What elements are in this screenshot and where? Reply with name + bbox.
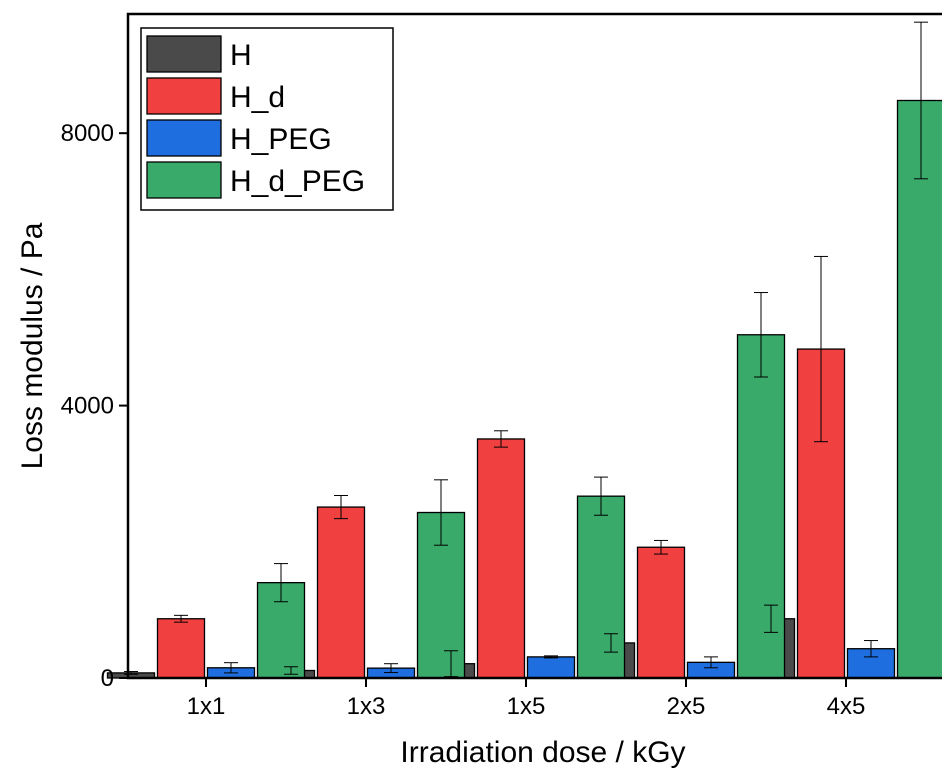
x-tick-label-1x5: 1x5 <box>507 693 546 720</box>
error-bar-H_d-1x3 <box>334 494 348 520</box>
legend-swatch-H_d_PEG <box>146 161 222 199</box>
error-bar-H_PEG-1x1 <box>224 662 238 674</box>
error-bar-H_d_PEG-1x1 <box>274 563 288 603</box>
bar-H_d-1x5 <box>476 438 526 679</box>
bar-H_PEG-1x5 <box>526 656 576 679</box>
legend-swatch-H <box>146 35 222 73</box>
bar-H_d-1x1 <box>156 618 206 679</box>
error-bar-H_d_PEG-2x5 <box>754 292 768 378</box>
legend-label-H_d_PEG: H_d_PEG <box>230 165 365 198</box>
bar-H_d_PEG-4x5 <box>896 99 942 679</box>
x-axis-title: Irradiation dose / kGy <box>400 736 685 769</box>
legend: H H_d H_PEG H_d_PEG <box>140 27 394 211</box>
error-bar-H_d-1x1 <box>174 614 188 623</box>
error-bar-H_PEG-2x5 <box>704 656 718 669</box>
legend-label-H_d: H_d <box>230 81 285 114</box>
error-bar-H_d-2x5 <box>654 539 668 555</box>
bar-H_d_PEG-1x5 <box>576 495 626 679</box>
y-axis-title: Loss modulus / Pa <box>16 222 49 469</box>
y-tick-label-4000: 4000 <box>61 393 114 420</box>
error-bars-layer <box>124 21 928 678</box>
x-axis: 1x1 1x3 1x5 2x5 4x5 <box>187 678 866 720</box>
y-tick-label-0: 0 <box>101 665 114 692</box>
x-tick-label-1x3: 1x3 <box>347 693 386 720</box>
legend-swatch-H_d <box>146 77 222 115</box>
error-bar-H-2x5 <box>604 633 618 653</box>
y-axis: 0 4000 8000 <box>61 120 128 692</box>
error-bar-H-1x3 <box>284 666 298 675</box>
x-tick-label-1x1: 1x1 <box>187 693 226 720</box>
error-bar-H-4x5 <box>764 604 778 633</box>
error-bar-H_PEG-1x3 <box>384 663 398 674</box>
error-bar-H_d_PEG-1x3 <box>434 479 448 546</box>
error-bar-H-1x1 <box>124 671 138 675</box>
legend-label-H_PEG: H_PEG <box>230 123 332 156</box>
error-bar-H_d-4x5 <box>814 255 828 443</box>
x-tick-label-4x5: 4x5 <box>827 693 866 720</box>
legend-swatch-H_PEG <box>146 119 222 157</box>
legend-label-H: H <box>230 39 252 72</box>
error-bar-H_d_PEG-4x5 <box>914 21 928 180</box>
error-bar-H_PEG-1x5 <box>544 655 558 659</box>
bar-H_d-1x3 <box>316 506 366 679</box>
error-bar-H_PEG-4x5 <box>864 640 878 658</box>
y-tick-label-8000: 8000 <box>61 120 114 147</box>
x-tick-label-2x5: 2x5 <box>667 693 706 720</box>
error-bar-H-1x5 <box>444 650 458 678</box>
bar-H_d_PEG-2x5 <box>736 334 786 679</box>
error-bar-H_d_PEG-1x5 <box>594 476 608 516</box>
bars-layer <box>106 99 942 679</box>
bar-H_d-2x5 <box>636 546 686 679</box>
plot-frame <box>126 12 942 680</box>
error-bar-H_d-1x5 <box>494 430 508 448</box>
